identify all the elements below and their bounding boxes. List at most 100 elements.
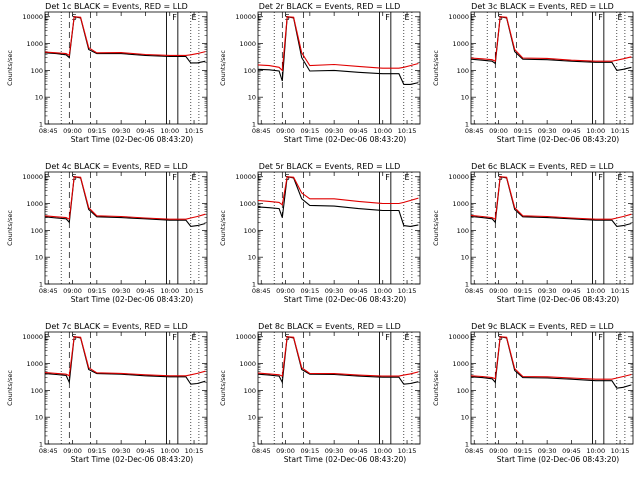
y-tick-label: 100 xyxy=(31,227,43,235)
series-line-lld xyxy=(44,336,206,377)
plot-frame xyxy=(470,331,634,445)
panel-title: Det 4c BLACK = Events, RED = LLD xyxy=(45,162,188,171)
x-tick-label: 08:45 xyxy=(465,287,484,295)
x-axis-label: Start Time (02-Dec-06 08:43:20) xyxy=(497,295,619,304)
panel-7: Det 7c BLACK = Events, RED = LLD 1 10 100 10… xyxy=(6,322,208,464)
series-line-lld xyxy=(470,176,632,221)
y-tick-label: 100 xyxy=(244,67,256,75)
y-tick-label: 10 xyxy=(35,254,43,262)
x-tick-label: 09:30 xyxy=(325,127,344,135)
y-tick-label: 1 xyxy=(465,281,469,289)
x-tick-label: 10:00 xyxy=(160,287,179,295)
panel-title: Det 2r BLACK = Events, RED = LLD xyxy=(259,2,401,11)
x-tick-label: 10:15 xyxy=(611,287,630,295)
y-tick-label: 10000 xyxy=(448,333,469,341)
interval-marker: E xyxy=(470,173,475,182)
y-axis-label: Counts/sec xyxy=(6,210,14,246)
y-tick-label: 1 xyxy=(252,121,256,129)
x-tick-label: 08:45 xyxy=(252,447,271,455)
interval-marker: E xyxy=(44,173,49,182)
y-tick-label: 100 xyxy=(244,227,256,235)
panel-4: Det 4c BLACK = Events, RED = LLD 1 10 100 10… xyxy=(6,162,208,304)
interval-marker: F xyxy=(598,333,603,342)
x-tick-label: 09:30 xyxy=(538,287,557,295)
x-tick-label: 09:00 xyxy=(63,447,82,455)
interval-marker: E xyxy=(44,13,49,22)
series-line-lld xyxy=(44,16,206,57)
panel-title: Det 7c BLACK = Events, RED = LLD xyxy=(45,322,188,331)
y-tick-label: 1 xyxy=(465,441,469,449)
x-axis-label: Start Time (02-Dec-06 08:43:20) xyxy=(284,135,406,144)
x-tick-label: 10:00 xyxy=(586,287,605,295)
x-tick-label: 10:00 xyxy=(373,127,392,135)
x-tick-label: 09:00 xyxy=(489,287,508,295)
x-tick-label: 10:15 xyxy=(398,127,417,135)
y-tick-label: 10 xyxy=(35,414,43,422)
series-line-lld xyxy=(470,16,632,63)
panel-1: Det 1c BLACK = Events, RED = LLD 1 10 100 10… xyxy=(6,2,208,144)
y-axis-label: Counts/sec xyxy=(219,370,227,406)
x-tick-label: 09:45 xyxy=(136,447,155,455)
x-tick-label: 09:45 xyxy=(349,287,368,295)
interval-marker: F xyxy=(172,333,177,342)
series-line-events xyxy=(44,176,206,227)
interval-marker: E xyxy=(192,333,197,342)
panel-6: Det 6c BLACK = Events, RED = LLD 1 10 100 10… xyxy=(432,162,634,304)
x-tick-label: 09:00 xyxy=(63,127,82,135)
x-tick-label: 09:15 xyxy=(513,127,532,135)
x-tick-label: 08:45 xyxy=(252,127,271,135)
series-line-lld xyxy=(470,336,632,380)
x-tick-label: 10:00 xyxy=(373,447,392,455)
x-tick-label: 09:15 xyxy=(300,127,319,135)
x-tick-label: 09:15 xyxy=(87,127,106,135)
panel-8: Det 8c BLACK = Events, RED = LLD 1 10 100 10… xyxy=(219,322,421,464)
x-tick-label: 09:15 xyxy=(300,287,319,295)
panel-title: Det 5r BLACK = Events, RED = LLD xyxy=(259,162,401,171)
series-line-events xyxy=(470,176,632,227)
x-tick-label: 09:15 xyxy=(87,287,106,295)
x-tick-label: 10:00 xyxy=(160,447,179,455)
x-tick-label: 09:00 xyxy=(489,447,508,455)
interval-marker: E xyxy=(618,333,623,342)
x-tick-label: 08:45 xyxy=(39,287,58,295)
x-tick-label: 10:00 xyxy=(586,127,605,135)
x-tick-label: 10:15 xyxy=(185,127,204,135)
x-tick-label: 08:45 xyxy=(465,127,484,135)
x-tick-label: 09:15 xyxy=(513,447,532,455)
y-tick-label: 10 xyxy=(248,254,256,262)
x-tick-label: 09:30 xyxy=(325,287,344,295)
y-tick-label: 1000 xyxy=(452,40,469,48)
y-tick-label: 10000 xyxy=(22,173,43,181)
x-axis-label: Start Time (02-Dec-06 08:43:20) xyxy=(284,295,406,304)
panel-2: Det 2r BLACK = Events, RED = LLD 1 10 100 10… xyxy=(219,2,421,144)
x-tick-label: 10:00 xyxy=(373,287,392,295)
y-tick-label: 1000 xyxy=(239,360,256,368)
interval-marker: E xyxy=(405,333,410,342)
plot-frame xyxy=(257,11,421,125)
x-axis-label: Start Time (02-Dec-06 08:43:20) xyxy=(71,135,193,144)
y-tick-label: 100 xyxy=(457,387,469,395)
plot-frame xyxy=(470,171,634,285)
y-axis-label: Counts/sec xyxy=(432,50,440,86)
interval-marker: E xyxy=(257,173,262,182)
y-tick-label: 10 xyxy=(461,414,469,422)
interval-marker: E xyxy=(257,13,262,22)
y-tick-label: 100 xyxy=(457,67,469,75)
plot-frame xyxy=(470,11,634,125)
x-tick-label: 09:00 xyxy=(63,287,82,295)
y-tick-label: 10000 xyxy=(235,333,256,341)
plot-frame xyxy=(44,171,208,285)
x-tick-label: 10:15 xyxy=(611,447,630,455)
x-axis-label: Start Time (02-Dec-06 08:43:20) xyxy=(71,295,193,304)
y-tick-label: 1000 xyxy=(26,360,43,368)
series-line-events xyxy=(470,16,632,72)
series-line-events xyxy=(44,16,206,64)
x-tick-label: 09:30 xyxy=(112,447,131,455)
x-tick-label: 10:15 xyxy=(185,287,204,295)
plot-frame xyxy=(44,331,208,445)
panel-3: Det 3c BLACK = Events, RED = LLD 1 10 100 10… xyxy=(432,2,634,144)
y-tick-label: 1 xyxy=(39,441,43,449)
x-tick-label: 10:15 xyxy=(398,447,417,455)
y-tick-label: 100 xyxy=(31,67,43,75)
panel-5: Det 5r BLACK = Events, RED = LLD 1 10 100 10… xyxy=(219,162,421,304)
